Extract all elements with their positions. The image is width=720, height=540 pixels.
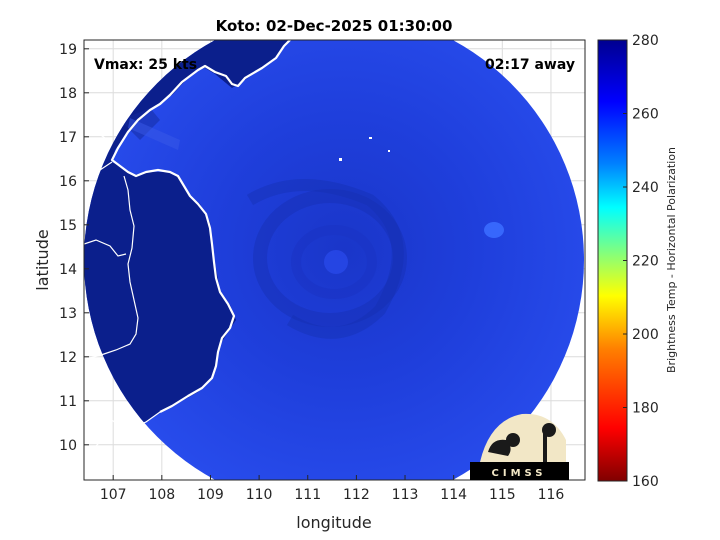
colorbar-tick-label: 280 bbox=[632, 33, 659, 49]
colorbar-tick-label: 160 bbox=[632, 474, 659, 490]
x-tick-label: 107 bbox=[100, 487, 127, 503]
x-tick-label: 109 bbox=[197, 487, 224, 503]
coastline-south bbox=[84, 411, 161, 467]
logo-text: CIMSS bbox=[492, 468, 547, 479]
y-axis-ticks: 10 11 12 13 14 15 16 17 18 19 bbox=[59, 42, 89, 454]
coastline bbox=[110, 40, 291, 413]
x-tick-label: 116 bbox=[538, 487, 565, 503]
colorbar-tick-label: 260 bbox=[632, 107, 659, 123]
y-tick-label: 14 bbox=[59, 262, 77, 278]
x-tick-label: 115 bbox=[489, 487, 516, 503]
colorbar bbox=[597, 39, 628, 482]
y-tick-label: 12 bbox=[59, 350, 77, 366]
island-1 bbox=[369, 137, 372, 139]
x-axis-ticks: 107 108 109 110 111 112 113 114 115 116 bbox=[100, 475, 565, 503]
spiral-arm bbox=[246, 179, 404, 339]
x-tick-label: 111 bbox=[294, 487, 321, 503]
y-tick-label: 13 bbox=[59, 306, 77, 322]
x-axis-label: longitude bbox=[296, 513, 371, 532]
figure-title: Koto: 02-Dec-2025 01:30:00 bbox=[216, 17, 453, 35]
scan-artifact bbox=[128, 118, 180, 150]
y-tick-label: 10 bbox=[59, 438, 77, 454]
water-tower-icon bbox=[542, 423, 556, 437]
border-lines bbox=[84, 89, 139, 361]
spiral-band-outer bbox=[253, 189, 407, 327]
y-tick-label: 18 bbox=[59, 86, 77, 102]
y-tick-label: 11 bbox=[59, 394, 77, 410]
x-tick-label: 114 bbox=[440, 487, 467, 503]
x-tick-label: 112 bbox=[343, 487, 370, 503]
colorbar-ticks: 280 260 240 220 200 180 160 bbox=[623, 33, 659, 490]
satellite-dish-icon bbox=[488, 439, 511, 456]
land-mass bbox=[84, 40, 288, 440]
time-away-label: 02:17 away bbox=[485, 57, 575, 73]
island-3 bbox=[388, 150, 390, 152]
y-tick-label: 19 bbox=[59, 42, 77, 58]
vmax-label: Vmax: 25 kts bbox=[94, 57, 197, 73]
colorbar-tick-label: 200 bbox=[632, 327, 659, 343]
x-tick-label: 113 bbox=[392, 487, 419, 503]
y-axis-label: latitude bbox=[33, 229, 52, 290]
warm-spot bbox=[484, 222, 504, 238]
x-tick-label: 108 bbox=[148, 487, 175, 503]
cimss-logo: CIMSS bbox=[470, 413, 569, 480]
x-tick-label: 110 bbox=[246, 487, 273, 503]
plot-border bbox=[83, 39, 586, 481]
colorbar-tick-label: 220 bbox=[632, 254, 659, 270]
y-tick-label: 15 bbox=[59, 218, 77, 234]
y-tick-label: 16 bbox=[59, 174, 77, 190]
colorbar-label: Brightness Temp - Horizontal Polarizatio… bbox=[665, 147, 678, 373]
storm-eye bbox=[324, 250, 348, 274]
spiral-band-inner bbox=[291, 225, 377, 299]
y-tick-label: 17 bbox=[59, 130, 77, 146]
colorbar-tick-label: 240 bbox=[632, 180, 659, 196]
island-2 bbox=[339, 158, 342, 161]
colorbar-tick-label: 180 bbox=[632, 401, 659, 417]
